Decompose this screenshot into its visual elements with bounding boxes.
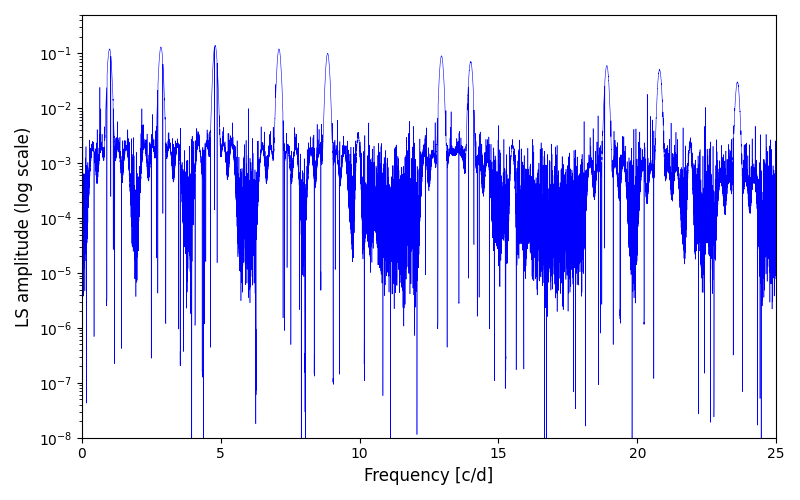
Y-axis label: LS amplitude (log scale): LS amplitude (log scale) xyxy=(15,126,33,326)
X-axis label: Frequency [c/d]: Frequency [c/d] xyxy=(364,467,494,485)
